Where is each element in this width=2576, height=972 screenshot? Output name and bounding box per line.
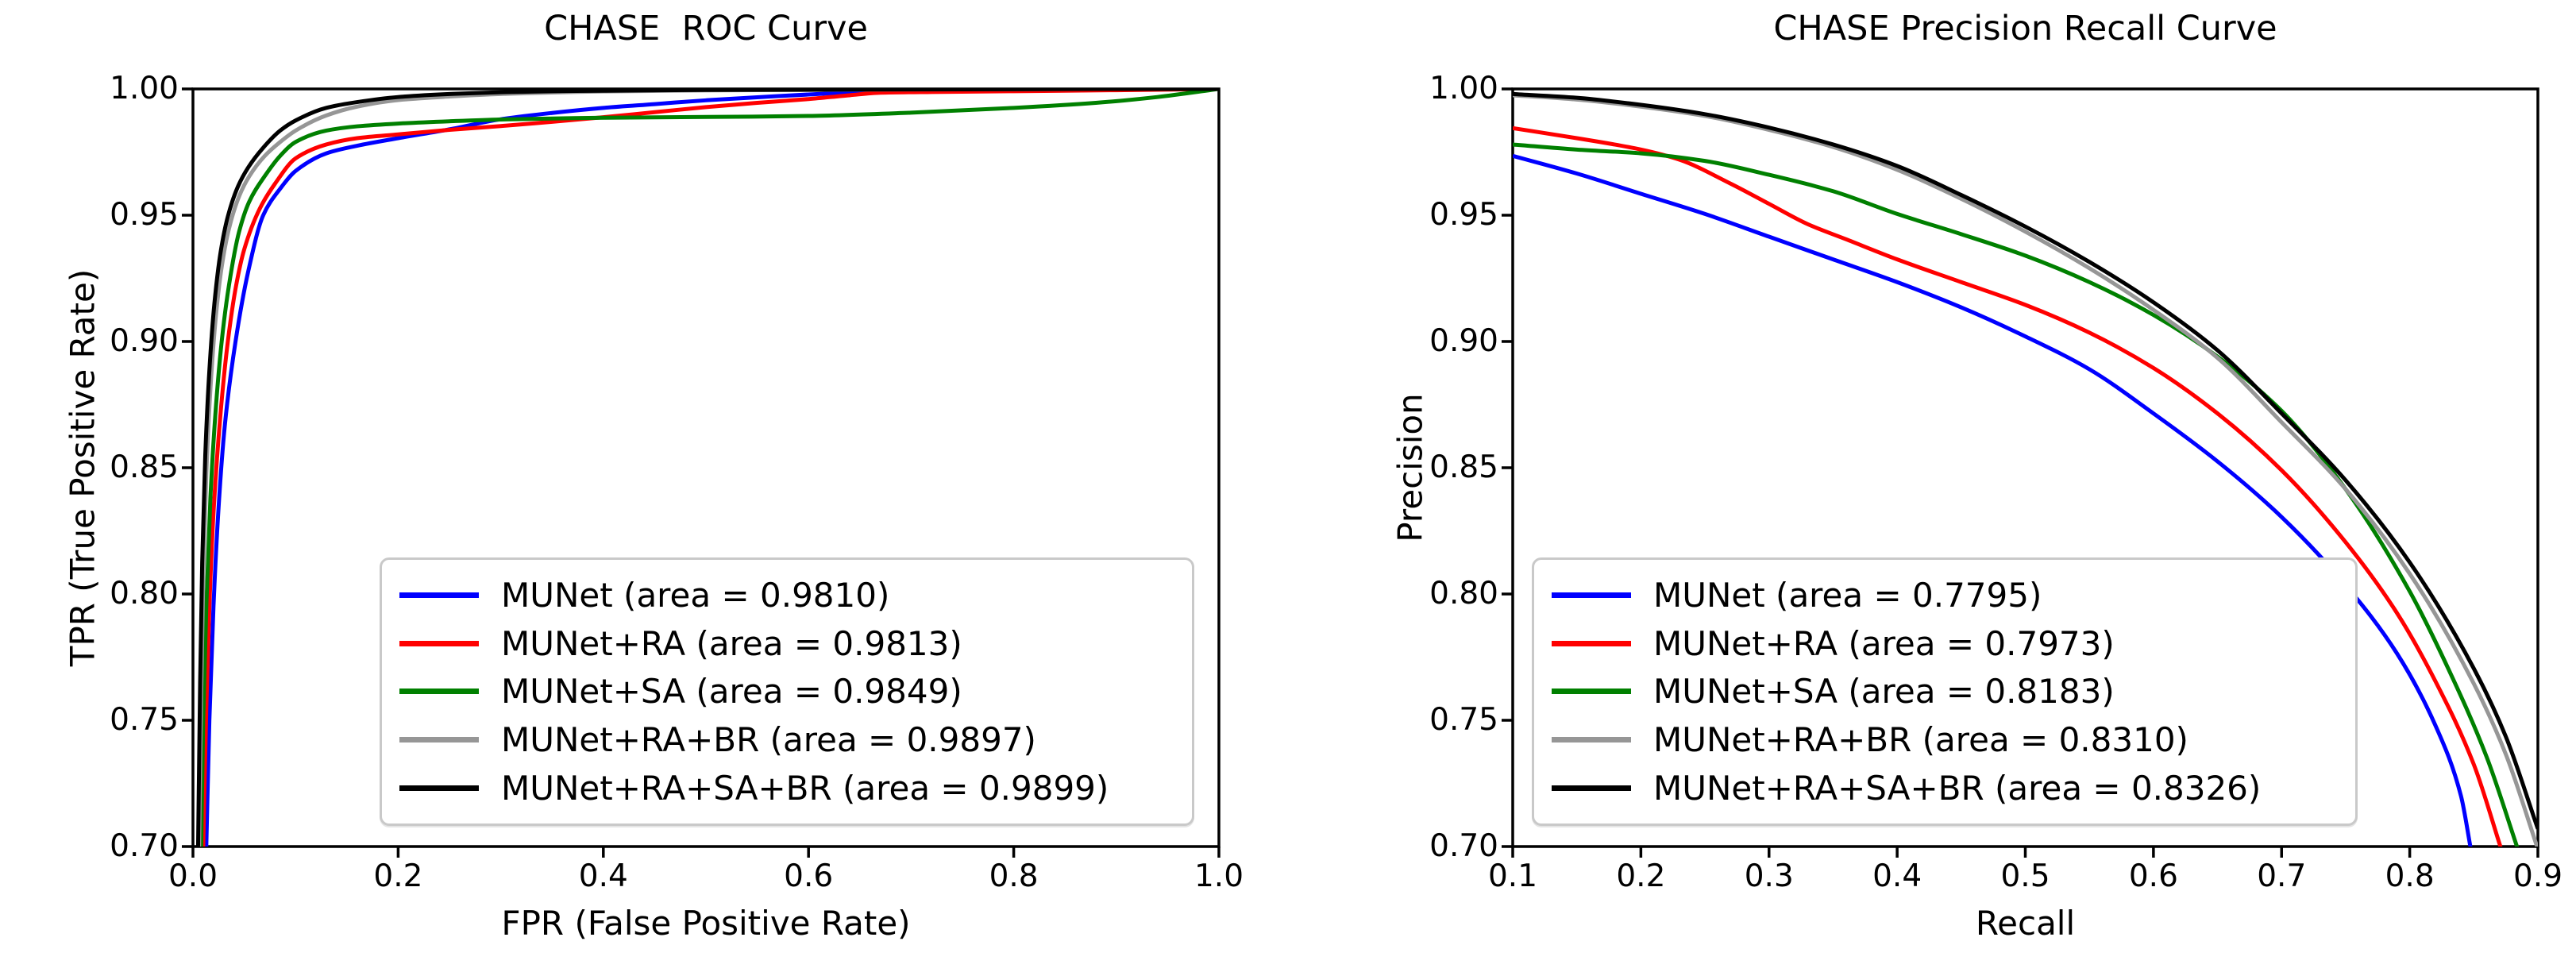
y-tick-label: 0.75 bbox=[1429, 702, 1498, 738]
x-tick-label: 0.8 bbox=[2385, 858, 2435, 894]
legend-line-swatch bbox=[399, 785, 479, 792]
y-tick-label: 1.00 bbox=[110, 71, 179, 106]
pr-chart-title: CHASE Precision Recall Curve bbox=[1773, 9, 2277, 48]
legend-item-MUNet+RA: MUNet+RA (area = 0.7973) bbox=[1534, 624, 2355, 663]
y-tick-label: 0.85 bbox=[110, 449, 179, 485]
legend-item-MUNet+RA+SA+BR: MUNet+RA+SA+BR (area = 0.9899) bbox=[382, 769, 1192, 808]
legend-item-MUNet+RA: MUNet+RA (area = 0.9813) bbox=[382, 624, 1192, 663]
y-tick-label: 0.70 bbox=[110, 828, 179, 864]
y-tick-label: 0.90 bbox=[110, 323, 179, 359]
legend-line-swatch bbox=[1552, 688, 1631, 695]
series-curve-MUNet bbox=[1513, 153, 2473, 847]
y-tick-label: 0.90 bbox=[1429, 323, 1498, 359]
x-tick-label: 0.0 bbox=[168, 858, 218, 894]
legend-label: MUNet+SA (area = 0.8183) bbox=[1653, 672, 2115, 712]
roc-legend: MUNet (area = 0.9810) MUNet+RA (area = 0.… bbox=[380, 557, 1194, 826]
legend-line-swatch bbox=[399, 688, 479, 695]
legend-line-swatch bbox=[399, 640, 479, 646]
y-tick-label: 0.80 bbox=[1429, 576, 1498, 611]
series-curve-MUNet+RA+SA+BR bbox=[195, 89, 1219, 847]
x-tick-label: 0.9 bbox=[2512, 858, 2563, 894]
y-tick-label: 0.80 bbox=[110, 576, 179, 611]
roc-chart-title: CHASE ROC Curve bbox=[544, 9, 868, 48]
x-tick-label: 0.5 bbox=[2000, 858, 2050, 894]
legend-label: MUNet+RA+SA+BR (area = 0.8326) bbox=[1653, 769, 2262, 808]
x-tick-label: 0.8 bbox=[989, 858, 1039, 894]
x-tick-label: 0.3 bbox=[1744, 858, 1794, 894]
legend-label: MUNet+RA (area = 0.9813) bbox=[501, 623, 962, 663]
legend-label: MUNet+SA (area = 0.9849) bbox=[501, 672, 962, 712]
legend-label: MUNet+RA+BR (area = 0.9897) bbox=[501, 720, 1036, 760]
series-curve-MUNet+RA+SA+BR bbox=[1513, 91, 2538, 830]
x-tick-label: 0.1 bbox=[1487, 858, 1538, 894]
y-tick-label: 0.70 bbox=[1429, 828, 1498, 864]
y-tick-label: 0.95 bbox=[1429, 197, 1498, 233]
legend-item-MUNet+RA+SA+BR: MUNet+RA+SA+BR (area = 0.8326) bbox=[1534, 769, 2355, 808]
y-tick-label: 0.95 bbox=[110, 197, 179, 233]
legend-label: MUNet+RA (area = 0.7973) bbox=[1653, 623, 2115, 663]
legend-line-swatch bbox=[1552, 640, 1631, 646]
legend-label: MUNet (area = 0.9810) bbox=[501, 575, 890, 615]
legend-item-MUNet+SA: MUNet+SA (area = 0.9849) bbox=[382, 672, 1192, 711]
x-tick-label: 0.4 bbox=[1872, 858, 1922, 894]
y-tick-label: 0.75 bbox=[110, 702, 179, 738]
x-tick-label: 0.7 bbox=[2257, 858, 2307, 894]
legend-label: MUNet+RA+SA+BR (area = 0.9899) bbox=[501, 769, 1109, 808]
legend-line-swatch bbox=[1552, 592, 1631, 598]
series-curve-MUNet+RA bbox=[201, 89, 1219, 847]
legend-label: MUNet+RA+BR (area = 0.8310) bbox=[1653, 720, 2188, 760]
legend-item-MUNet+RA+BR: MUNet+RA+BR (area = 0.8310) bbox=[1534, 720, 2355, 759]
legend-label: MUNet (area = 0.7795) bbox=[1653, 575, 2042, 615]
roc-x-axis-label: FPR (False Positive Rate) bbox=[501, 904, 911, 943]
legend-line-swatch bbox=[399, 737, 479, 743]
y-tick-label: 0.85 bbox=[1429, 449, 1498, 485]
legend-item-MUNet: MUNet (area = 0.9810) bbox=[382, 576, 1192, 615]
legend-item-MUNet+RA+BR: MUNet+RA+BR (area = 0.9897) bbox=[382, 720, 1192, 759]
x-tick-label: 1.0 bbox=[1194, 858, 1244, 894]
x-tick-label: 0.4 bbox=[578, 858, 628, 894]
legend-line-swatch bbox=[1552, 737, 1631, 743]
x-tick-label: 0.6 bbox=[784, 858, 834, 894]
x-tick-label: 0.6 bbox=[2128, 858, 2178, 894]
legend-item-MUNet: MUNet (area = 0.7795) bbox=[1534, 576, 2355, 615]
series-curve-MUNet+SA bbox=[1513, 142, 2520, 847]
y-tick-label: 1.00 bbox=[1429, 71, 1498, 106]
legend-line-swatch bbox=[399, 592, 479, 598]
series-curve-MUNet+SA bbox=[199, 89, 1219, 847]
pr-x-axis-label: Recall bbox=[1975, 904, 2076, 943]
legend-item-MUNet+SA: MUNet+SA (area = 0.8183) bbox=[1534, 672, 2355, 711]
series-curve-MUNet+RA bbox=[1513, 125, 2503, 847]
legend-line-swatch bbox=[1552, 785, 1631, 792]
x-tick-label: 0.2 bbox=[373, 858, 423, 894]
pr-legend: MUNet (area = 0.7795) MUNet+RA (area = 0.… bbox=[1532, 557, 2358, 826]
x-tick-label: 0.2 bbox=[1616, 858, 1666, 894]
